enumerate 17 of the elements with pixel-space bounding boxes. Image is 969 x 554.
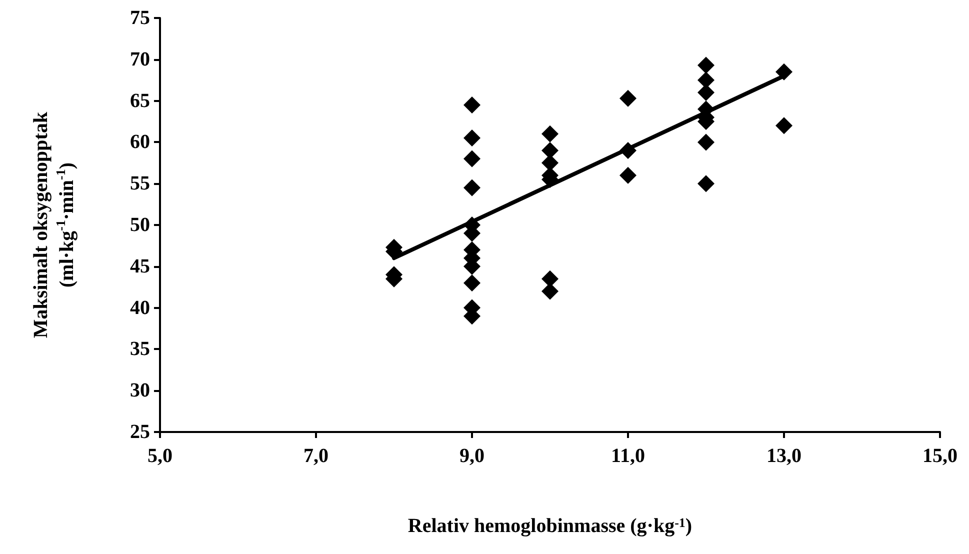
x-tick-label: 9,0 — [460, 445, 484, 467]
y-tick-label: 40 — [130, 296, 150, 319]
y-tick-label: 25 — [130, 421, 150, 443]
y-tick-label: 70 — [130, 48, 150, 70]
x-tick-label: 11,0 — [611, 445, 645, 467]
y-tick-label: 55 — [130, 172, 150, 195]
y-tick-label: 50 — [130, 214, 150, 236]
x-tick-label: 13,0 — [766, 445, 802, 467]
y-tick-label: 45 — [130, 255, 150, 278]
y-tick-label: 30 — [130, 380, 150, 402]
y-tick-label: 60 — [130, 131, 150, 154]
x-tick-label: 15,0 — [922, 445, 958, 467]
y-tick-label: 65 — [130, 90, 150, 112]
y-tick-label: 75 — [130, 7, 150, 29]
x-tick-label: 7,0 — [304, 445, 328, 467]
x-tick-label: 5,0 — [148, 445, 172, 467]
y-tick-label: 35 — [130, 338, 150, 360]
